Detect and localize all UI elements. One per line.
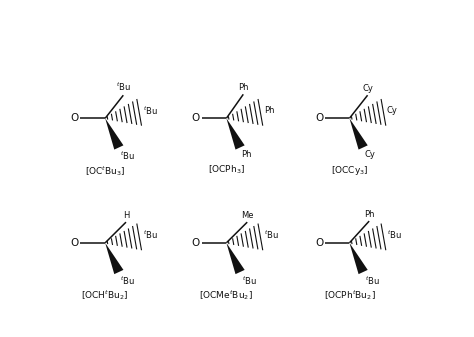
- Text: [OCH$^{t}$Bu$_{2}$]: [OCH$^{t}$Bu$_{2}$]: [82, 288, 129, 302]
- Text: $^{t}$Bu: $^{t}$Bu: [242, 275, 256, 287]
- Polygon shape: [105, 118, 123, 150]
- Text: [OCPh$_{3}$]: [OCPh$_{3}$]: [208, 164, 245, 176]
- Text: $^{t}$Bu: $^{t}$Bu: [387, 229, 402, 241]
- Polygon shape: [349, 118, 368, 150]
- Polygon shape: [105, 243, 123, 274]
- Text: O: O: [192, 238, 200, 248]
- Text: O: O: [315, 238, 323, 248]
- Text: $^{t}$Bu: $^{t}$Bu: [143, 229, 157, 241]
- Text: O: O: [71, 238, 79, 248]
- Text: [OC$^{t}$Bu$_{3}$]: [OC$^{t}$Bu$_{3}$]: [85, 164, 126, 178]
- Text: Ph: Ph: [264, 106, 274, 115]
- Text: Cy: Cy: [365, 150, 375, 159]
- Text: O: O: [71, 113, 79, 123]
- Text: $^{t}$Bu: $^{t}$Bu: [116, 81, 131, 93]
- Text: $^{t}$Bu: $^{t}$Bu: [365, 275, 380, 287]
- Text: Cy: Cy: [362, 84, 373, 93]
- Text: O: O: [192, 113, 200, 123]
- Polygon shape: [349, 243, 368, 274]
- Text: $^{t}$Bu: $^{t}$Bu: [120, 150, 136, 162]
- Text: Me: Me: [241, 211, 254, 220]
- Text: $^{t}$Bu: $^{t}$Bu: [264, 229, 279, 241]
- Text: Ph: Ph: [364, 210, 374, 219]
- Polygon shape: [227, 118, 245, 150]
- Polygon shape: [227, 243, 245, 274]
- Text: [OCPh$^{t}$Bu$_{2}$]: [OCPh$^{t}$Bu$_{2}$]: [324, 288, 375, 302]
- Text: [OCMe$^{t}$Bu$_{2}$]: [OCMe$^{t}$Bu$_{2}$]: [200, 288, 254, 302]
- Text: $^{t}$Bu: $^{t}$Bu: [120, 275, 136, 287]
- Text: O: O: [315, 113, 323, 123]
- Text: Ph: Ph: [238, 83, 248, 92]
- Text: [OCCy$_{3}$]: [OCCy$_{3}$]: [331, 164, 368, 177]
- Text: H: H: [123, 211, 129, 220]
- Text: Cy: Cy: [387, 106, 398, 115]
- Text: $^{t}$Bu: $^{t}$Bu: [143, 104, 157, 117]
- Text: Ph: Ph: [242, 150, 252, 159]
